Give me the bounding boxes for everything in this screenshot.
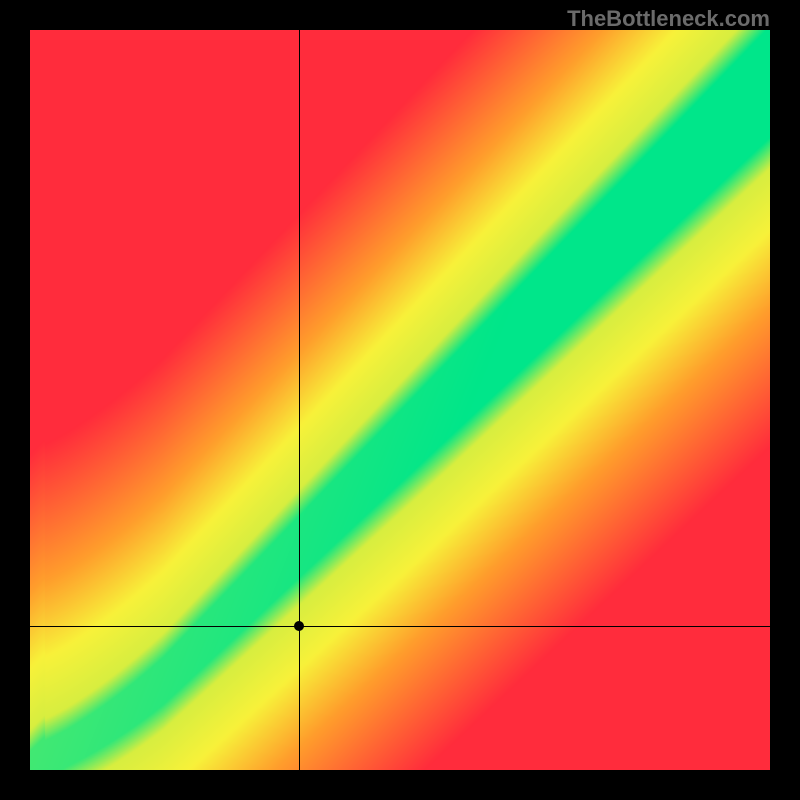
data-point-marker [294, 621, 304, 631]
watermark-text: TheBottleneck.com [567, 6, 770, 32]
crosshair-vertical [299, 30, 300, 770]
heatmap-canvas [30, 30, 770, 770]
plot-area [30, 30, 770, 770]
crosshair-horizontal [30, 626, 770, 627]
chart-container: TheBottleneck.com [0, 0, 800, 800]
